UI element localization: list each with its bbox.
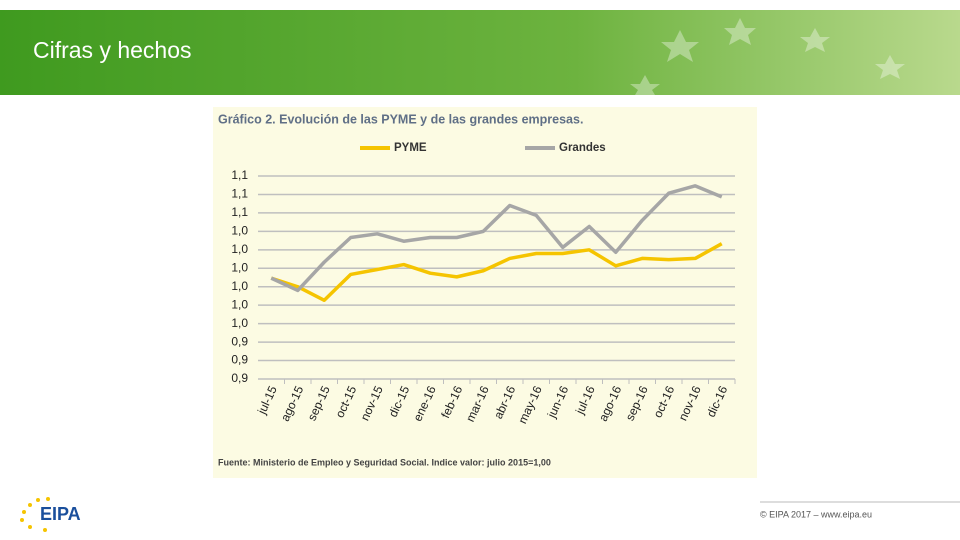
legend-label: Grandes [559,142,606,154]
y-tick-label: 1,0 [231,279,248,293]
y-tick-label: 1,0 [231,224,248,238]
y-tick-label: 1,0 [231,242,248,256]
y-tick-label: 1,0 [231,316,248,330]
stars [630,18,905,95]
chart-title: Gráfico 2. Evolución de las PYME y de la… [218,112,583,126]
y-tick-label: 0,9 [231,353,248,367]
slide-title: Cifras y hechos [33,37,192,63]
logo: EIPA [40,504,81,524]
series-line [270,242,723,303]
chart-source: Fuente: Ministerio de Empleo y Seguridad… [218,457,551,467]
legend-label: PYME [394,142,427,154]
logo-dots [20,497,50,532]
y-tick-label: 1,1 [231,168,248,182]
series-line [270,184,723,293]
y-tick-label: 1,0 [231,297,248,311]
y-tick-label: 1,1 [231,187,248,201]
y-tick-label: 0,9 [231,334,248,348]
chart-panel [213,107,757,478]
header-bar [0,10,960,95]
y-tick-label: 1,1 [231,205,248,219]
y-tick-label: 1,0 [231,260,248,274]
copyright: © EIPA 2017 – www.eipa.eu [760,509,872,519]
y-tick-label: 0,9 [231,371,248,385]
